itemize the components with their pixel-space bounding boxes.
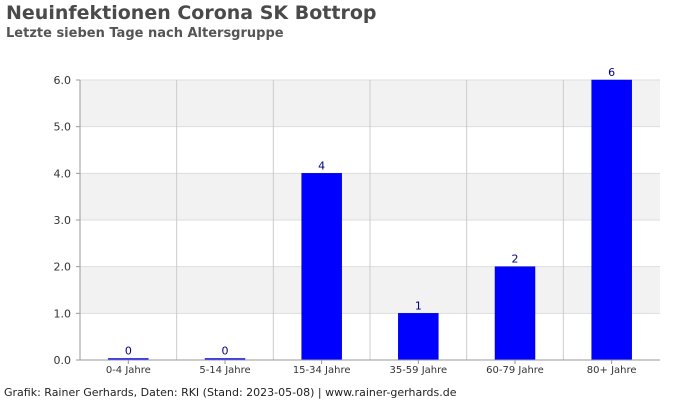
y-tick-label: 5.0 (54, 121, 72, 134)
x-tick-label: 35-59 Jahre (389, 365, 447, 376)
x-axis-ticks: 0-4 Jahre 5-14 Jahre 15-34 Jahre 35-59 Jahr… (106, 360, 637, 376)
y-axis-ticks: 0.0 1.0 2.0 3.0 4.0 5.0 6.0 (54, 74, 80, 367)
x-tick-label: 15-34 Jahre (293, 365, 351, 376)
x-tick-label: 80+ Jahre (587, 365, 637, 376)
chart-subtitle: Letzte sieben Tage nach Altersgruppe (6, 26, 284, 41)
y-tick-label: 4.0 (54, 167, 72, 180)
data-label: 0 (125, 345, 132, 358)
x-tick-label: 5-14 Jahre (199, 365, 250, 376)
bar-60-79-jahre (494, 266, 536, 361)
data-label: 4 (318, 159, 325, 172)
data-label: 6 (608, 66, 615, 79)
bar-80-jahre (591, 79, 632, 361)
bar-35-59-jahre (398, 313, 439, 361)
data-label: 1 (415, 299, 422, 312)
y-tick-label: 3.0 (54, 214, 72, 227)
vertical-gridlines (176, 80, 564, 360)
x-tick-label: 0-4 Jahre (106, 365, 151, 376)
y-tick-label: 6.0 (54, 74, 72, 87)
chart-title: Neuinfektionen Corona SK Bottrop (6, 2, 377, 24)
y-tick-label: 2.0 (54, 261, 72, 274)
x-tick-label: 60-79 Jahre (486, 365, 544, 376)
y-tick-label: 0.0 (54, 354, 72, 367)
source-footer: Grafik: Rainer Gerhards, Daten: RKI (Sta… (4, 386, 457, 399)
data-label: 2 (512, 253, 519, 266)
data-labels: 0 0 4 1 2 6 (125, 66, 615, 358)
bar-series (108, 79, 632, 361)
bar-15-34-jahre (301, 173, 342, 361)
data-label: 0 (222, 345, 229, 358)
y-tick-label: 1.0 (54, 307, 72, 320)
